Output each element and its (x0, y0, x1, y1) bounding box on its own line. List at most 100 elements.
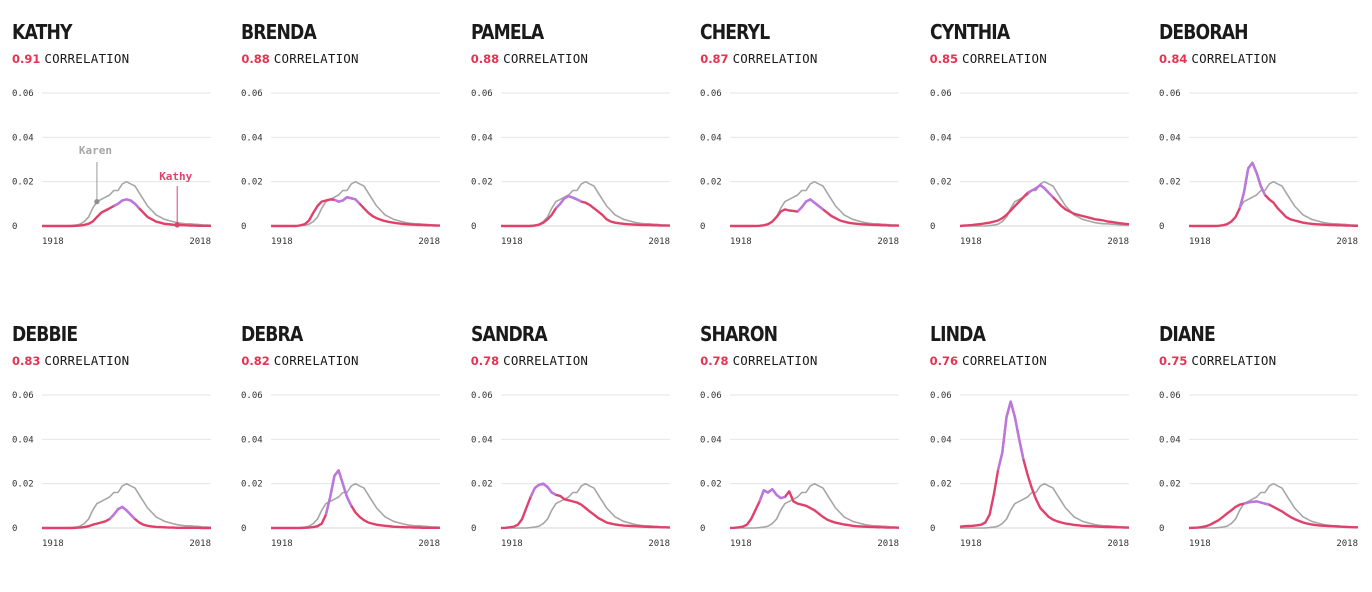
correlation-label: CORRELATION (273, 51, 359, 66)
x-tick-label: 1918 (1189, 539, 1211, 549)
correlation-label: CORRELATION (732, 353, 818, 368)
series-line-karen (959, 180, 1129, 227)
y-tick-label: 0.04 (471, 435, 493, 445)
y-tick-label: 0.04 (471, 133, 493, 143)
line-chart: 0 0.02 0.04 0.06 1918 2018 (1159, 391, 1359, 549)
x-tick-label: 1918 (730, 237, 752, 247)
y-tick-label: 0.02 (471, 480, 493, 490)
y-tick-label: 0.06 (1159, 391, 1181, 401)
correlation-line: 0.91 CORRELATION (12, 51, 129, 67)
chart-panel-pamela: PAMELA 0.88 CORRELATION 0 0.02 0.04 0.06 1918 20… (459, 0, 688, 290)
y-tick-label: 0.02 (12, 178, 34, 188)
series-peak-highlight (554, 194, 582, 210)
series-peak-highlight (1243, 500, 1270, 506)
x-tick-label: 1918 (271, 539, 293, 549)
series-line-karen (271, 180, 441, 227)
correlation-line: 0.78 CORRELATION (471, 353, 588, 369)
correlation-label: CORRELATION (732, 51, 818, 66)
y-tick-label: 0.02 (930, 178, 952, 188)
chart-panel-debra: DEBRA 0.82 CORRELATION 0 0.02 0.04 0.06 1918 201… (229, 302, 458, 592)
y-tick-label: 0.06 (12, 89, 34, 99)
y-tick-label: 0 (471, 222, 476, 232)
series-line-sandra (500, 482, 670, 530)
correlation-line: 0.88 CORRELATION (471, 51, 588, 67)
chart-title: LINDA (929, 322, 986, 346)
y-tick-label: 0.06 (471, 391, 493, 401)
series-line-cynthia (959, 183, 1129, 228)
y-tick-label: 0.06 (12, 391, 34, 401)
y-tick-label: 0 (241, 524, 246, 534)
y-tick-label: 0.06 (241, 391, 263, 401)
series-peak-highlight (529, 482, 557, 498)
chart-panel-deborah: DEBORAH 0.84 CORRELATION 0 0.02 0.04 0.06 1918 2… (1147, 0, 1372, 290)
chart-title: DEBORAH (1159, 20, 1249, 44)
correlation-value: 0.76 (929, 354, 958, 368)
y-tick-label: 0.04 (1159, 435, 1181, 445)
correlation-label: CORRELATION (1191, 353, 1277, 368)
line-chart: 0 0.02 0.04 0.06 1918 2018 (700, 89, 900, 247)
y-tick-label: 0.04 (241, 435, 263, 445)
y-tick-label: 0 (1159, 524, 1164, 534)
chart-title: BRENDA (241, 20, 317, 44)
correlation-line: 0.78 CORRELATION (700, 353, 817, 369)
y-tick-label: 0.06 (930, 391, 952, 401)
x-tick-label: 1918 (960, 539, 982, 549)
x-tick-label: 2018 (419, 237, 441, 247)
annotation-label-karen: Karen (79, 144, 112, 157)
correlation-label: CORRELATION (1191, 51, 1277, 66)
correlation-label: CORRELATION (961, 51, 1047, 66)
correlation-line: 0.84 CORRELATION (1159, 51, 1276, 67)
annotation-dot (94, 199, 100, 205)
series-line-karen (42, 482, 212, 529)
line-chart: 0 0.02 0.04 0.06 1918 2018 (471, 89, 670, 247)
correlation-line: 0.88 CORRELATION (241, 51, 358, 67)
line-chart: 0 0.02 0.04 0.06 1918 2018 (1159, 89, 1359, 247)
correlation-value: 0.75 (1159, 354, 1188, 368)
chart-title: PAMELA (470, 20, 544, 44)
y-tick-label: 0.02 (700, 178, 722, 188)
chart-title: DEBRA (241, 322, 303, 346)
correlation-line: 0.85 CORRELATION (930, 51, 1047, 67)
chart-panel-diane: DIANE 0.75 CORRELATION 0 0.02 0.04 0.06 1918 201… (1147, 302, 1372, 592)
correlation-label: CORRELATION (503, 353, 589, 368)
x-tick-label: 2018 (1107, 539, 1129, 549)
correlation-line: 0.83 CORRELATION (12, 353, 129, 369)
line-chart: 0 0.02 0.04 0.06 1918 2018 (930, 89, 1129, 247)
line-chart: 0 0.02 0.04 0.06 1918 2018 Karen Kathy (12, 89, 212, 247)
series-peak-highlight (1026, 183, 1054, 199)
y-tick-label: 0.02 (1159, 178, 1181, 188)
y-tick-label: 0.04 (1159, 133, 1181, 143)
correlation-label: CORRELATION (503, 51, 589, 66)
y-tick-label: 0.06 (241, 89, 263, 99)
correlation-label: CORRELATION (44, 51, 130, 66)
correlation-line: 0.76 CORRELATION (930, 353, 1047, 369)
chart-panel-cynthia: CYNTHIA 0.85 CORRELATION 0 0.02 0.04 0.06 1918 2… (918, 0, 1147, 290)
chart-panel-brenda: BRENDA 0.88 CORRELATION 0 0.02 0.04 0.06 1918 20… (229, 0, 458, 290)
correlation-value: 0.88 (470, 52, 500, 66)
correlation-value: 0.87 (700, 52, 729, 66)
correlation-value: 0.78 (470, 354, 500, 368)
chart-panel-cheryl: CHERYL 0.87 CORRELATION 0 0.02 0.04 0.06 1918 20… (688, 0, 917, 290)
x-tick-label: 2018 (189, 539, 211, 549)
y-tick-label: 0.04 (12, 133, 34, 143)
series-line-karen (959, 482, 1129, 529)
y-tick-label: 0.02 (241, 178, 263, 188)
y-tick-label: 0.02 (930, 480, 952, 490)
x-tick-label: 1918 (960, 237, 982, 247)
annotation-label-kathy: Kathy (159, 170, 192, 183)
series-peak-highlight (108, 505, 136, 520)
series-peak-highlight (113, 198, 141, 210)
y-tick-label: 0 (241, 222, 246, 232)
line-chart: 0 0.02 0.04 0.06 1918 2018 (241, 391, 441, 549)
y-tick-label: 0.06 (700, 89, 722, 99)
series-peak-highlight (334, 195, 361, 205)
correlation-value: 0.82 (241, 354, 270, 368)
y-tick-label: 0 (1159, 222, 1164, 232)
y-tick-label: 0 (471, 524, 476, 534)
correlation-value: 0.78 (700, 354, 729, 368)
y-tick-label: 0 (700, 524, 705, 534)
series-line-pamela (500, 194, 670, 228)
y-tick-label: 0.02 (700, 480, 722, 490)
y-tick-label: 0.02 (241, 480, 263, 490)
chart-title: SHARON (700, 322, 778, 346)
